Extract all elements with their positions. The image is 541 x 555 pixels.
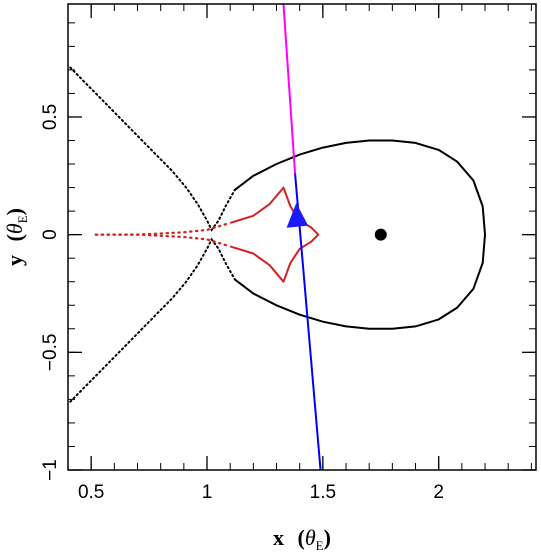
- x-tick-label: 2: [433, 482, 444, 503]
- caustic-tail: [94, 221, 232, 236]
- tick-labels: 0.5 1 1.5 2 −1 −0.5 0 0.5: [40, 104, 444, 503]
- x-axis-unit-sub: E: [316, 538, 324, 553]
- critical-curve-dotted: [69, 237, 236, 403]
- minor-ticks: [67, 4, 536, 471]
- y-axis-unit-sub: E: [15, 215, 30, 223]
- x-axis-unit: θ: [305, 525, 316, 550]
- trajectory-upper: [282, 3, 297, 174]
- y-axis-label: y (θE): [2, 208, 30, 266]
- y-tick-label: 0: [40, 229, 61, 240]
- y-tick-label: 0.5: [40, 104, 61, 130]
- critical-curve: [234, 139, 486, 330]
- x-tick-label: 1.5: [310, 482, 336, 503]
- x-tick-label: 0.5: [78, 482, 104, 503]
- y-axis-unit: θ: [2, 223, 27, 234]
- lens-point: [374, 228, 387, 241]
- critical-curve-dotted: [69, 66, 236, 232]
- y-axis-label-var: y: [2, 255, 27, 266]
- x-axis-label: x (θE): [273, 525, 331, 553]
- data-layer: [69, 3, 486, 471]
- x-axis-label-var: x: [273, 525, 284, 550]
- caustic: [229, 186, 320, 283]
- plot-frame: [67, 3, 537, 471]
- direction-arrow-icon: [286, 202, 309, 228]
- x-tick-label: 1: [202, 482, 213, 503]
- y-tick-label: −0.5: [40, 334, 61, 372]
- y-tick-label: −1: [40, 459, 61, 481]
- major-ticks: [68, 4, 536, 471]
- caustic-tail: [94, 233, 232, 248]
